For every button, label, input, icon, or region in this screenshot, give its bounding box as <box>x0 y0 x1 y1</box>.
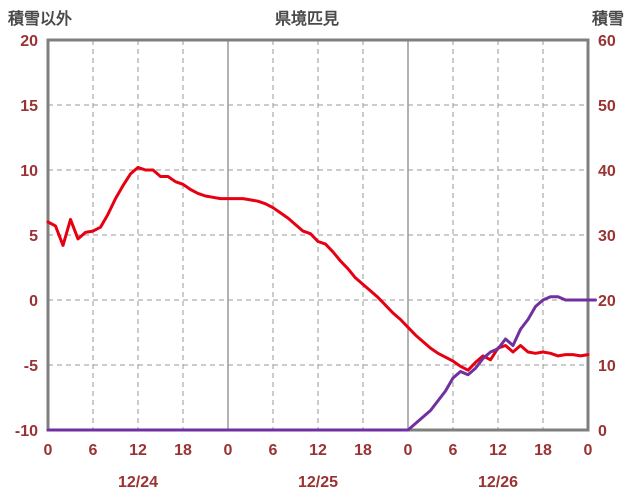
right-tick-label: 50 <box>598 98 616 115</box>
left-tick-label: 0 <box>29 293 38 310</box>
date-label: 12/26 <box>478 474 518 491</box>
left-tick-label: 10 <box>20 163 38 180</box>
left-tick-label: 5 <box>29 228 38 245</box>
x-tick-label: 12 <box>309 442 327 459</box>
x-tick-label: 18 <box>534 442 552 459</box>
right-tick-label: 20 <box>598 293 616 310</box>
left-tick-label: 15 <box>20 98 38 115</box>
left-tick-label: -10 <box>15 423 38 440</box>
right-tick-label: 60 <box>598 33 616 50</box>
date-label: 12/24 <box>118 474 158 491</box>
right-tick-label: 40 <box>598 163 616 180</box>
left-tick-label: 20 <box>20 33 38 50</box>
x-tick-label: 6 <box>89 442 98 459</box>
left-tick-label: -5 <box>24 358 38 375</box>
x-tick-label: 0 <box>224 442 233 459</box>
x-tick-label: 18 <box>174 442 192 459</box>
chart-title: 県境匹見 <box>275 9 339 28</box>
right-tick-label: 0 <box>598 423 607 440</box>
left-axis-title: 積雪以外 <box>7 9 72 28</box>
x-tick-label: 0 <box>404 442 413 459</box>
right-tick-label: 30 <box>598 228 616 245</box>
x-tick-label: 12 <box>489 442 507 459</box>
right-axis-title: 積雪 <box>591 9 624 28</box>
x-tick-label: 6 <box>449 442 458 459</box>
series-line-snow-depth <box>46 295 597 432</box>
date-label: 12/25 <box>298 474 338 491</box>
x-tick-label: 6 <box>269 442 278 459</box>
x-tick-label: 0 <box>584 442 593 459</box>
x-tick-label: 18 <box>354 442 372 459</box>
x-tick-label: 0 <box>44 442 53 459</box>
right-tick-label: 10 <box>598 358 616 375</box>
x-tick-label: 12 <box>129 442 147 459</box>
